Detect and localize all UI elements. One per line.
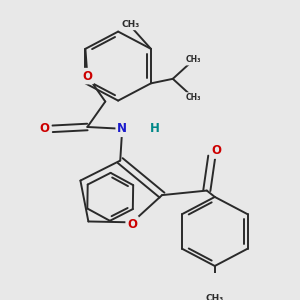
Text: CH₃: CH₃ bbox=[186, 93, 202, 102]
Text: CH₃: CH₃ bbox=[186, 55, 202, 64]
Text: O: O bbox=[127, 218, 137, 231]
Text: O: O bbox=[82, 70, 92, 83]
Text: CH₃: CH₃ bbox=[122, 20, 140, 29]
Text: O: O bbox=[212, 144, 222, 157]
Text: N: N bbox=[117, 122, 127, 135]
Text: O: O bbox=[40, 122, 50, 135]
Text: CH₃: CH₃ bbox=[206, 294, 224, 300]
Text: H: H bbox=[150, 122, 160, 135]
